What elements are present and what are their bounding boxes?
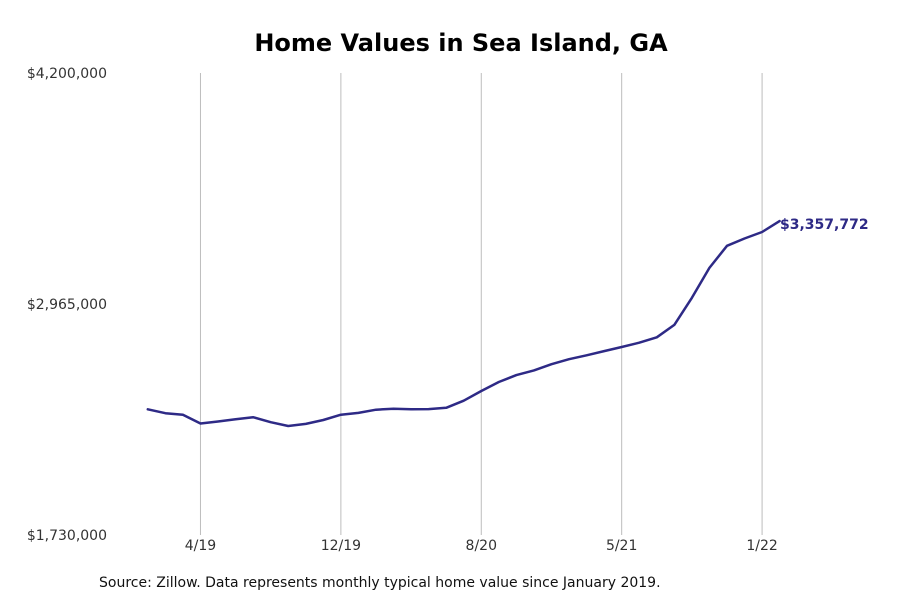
last-value-label: $3,357,772 — [780, 217, 869, 233]
chart-title: Home Values in Sea Island, GA — [254, 29, 668, 57]
x-tick-label: 5/21 — [606, 538, 637, 554]
source-note: Source: Zillow. Data represents monthly … — [99, 575, 661, 591]
vertical-gridlines — [199, 73, 763, 535]
x-tick-label: 4/19 — [185, 538, 216, 554]
x-tick-label: 1/22 — [746, 538, 777, 554]
y-axis-labels: $1,730,000 $2,965,000 $4,200,000 — [27, 66, 107, 544]
x-axis-labels: 4/19 12/19 8/20 5/21 1/22 — [185, 538, 778, 554]
y-tick-label-bottom: $1,730,000 — [27, 528, 107, 544]
y-tick-label-middle: $2,965,000 — [27, 297, 107, 313]
y-tick-label-top: $4,200,000 — [27, 66, 107, 82]
series-layer — [146, 219, 781, 428]
x-tick-label: 12/19 — [321, 538, 361, 554]
x-tick-label: 8/20 — [466, 538, 497, 554]
home-value-series-line — [146, 219, 781, 428]
